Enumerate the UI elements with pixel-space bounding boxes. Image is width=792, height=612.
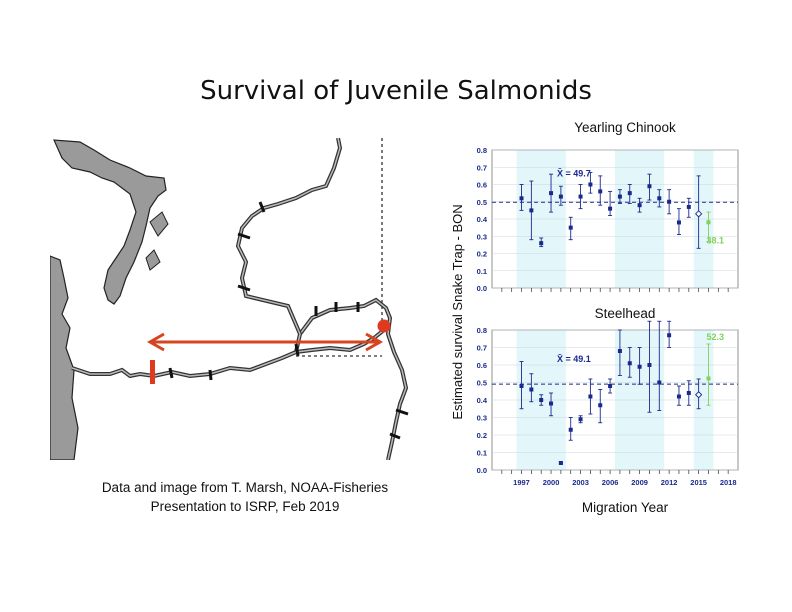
- y-tick-label: 0.7: [477, 344, 487, 353]
- data-point: [676, 394, 681, 399]
- x-tick-label: 2006: [602, 478, 619, 487]
- data-point: [529, 208, 534, 213]
- data-point: [676, 220, 681, 225]
- data-point: [686, 391, 691, 395]
- data-point: [627, 361, 632, 366]
- data-point: [578, 194, 583, 199]
- y-tick-label: 0.8: [477, 326, 487, 335]
- data-point: [549, 401, 554, 406]
- y-tick-label: 0.4: [477, 215, 488, 224]
- x-axis-label: Migration Year: [582, 500, 669, 515]
- y-tick-label: 0.6: [477, 361, 487, 370]
- data-point: [667, 199, 672, 204]
- y-tick-label: 0.8: [477, 146, 487, 155]
- y-tick-label: 0.4: [477, 396, 488, 405]
- highlight-value-label: 52.3: [706, 332, 724, 342]
- y-tick-label: 0.3: [477, 232, 487, 241]
- data-point: [667, 333, 672, 338]
- coastline-shape: [50, 255, 79, 460]
- data-point: [519, 384, 524, 388]
- survival-charts: Estimated survival Snake Trap - BON Migr…: [450, 120, 739, 515]
- data-point: [627, 191, 632, 196]
- x-tick-label: 2015: [690, 478, 707, 487]
- data-point: [539, 398, 544, 402]
- x-tick-label: 2009: [631, 478, 648, 487]
- y-tick-label: 0.7: [477, 163, 487, 172]
- data-point: [637, 364, 642, 369]
- y-tick-label: 0.1: [477, 449, 487, 458]
- y-tick-label: 0.2: [477, 250, 487, 259]
- data-point: [558, 461, 563, 465]
- chart-title: Steelhead: [595, 306, 656, 321]
- data-point: [706, 376, 711, 381]
- chart-panel-steelhead: Steelhead 0.0 0.1 0.2 0.3 0.4 0.5 0.6 0.7 0.8 19…: [477, 306, 739, 487]
- data-point: [598, 189, 603, 194]
- data-point: [617, 349, 622, 353]
- y-tick-label: 0.2: [477, 431, 487, 440]
- data-point: [519, 196, 524, 201]
- y-tick-label: 0.0: [477, 284, 487, 293]
- puget-sound-shape: [53, 139, 167, 305]
- data-point: [529, 387, 534, 392]
- bonneville-marker: [150, 360, 155, 384]
- x-tick-label: 2012: [661, 478, 678, 487]
- data-point: [617, 194, 622, 199]
- data-point: [558, 194, 563, 199]
- credit-line-1: Data and image from T. Marsh, NOAA-Fishe…: [101, 480, 389, 495]
- y-tick-label: 0.1: [477, 267, 487, 276]
- data-point: [549, 191, 554, 196]
- data-point: [598, 403, 603, 408]
- data-point: [568, 427, 573, 432]
- data-point: [608, 384, 613, 388]
- chart-panel-yearling-chinook: Yearling Chinook 0.0 0.1 0.2 0.3 0.4 0.5 0.6 0.…: [477, 120, 739, 293]
- data-point: [588, 394, 593, 399]
- data-point: [588, 182, 593, 187]
- x-tick-label: 2018: [720, 478, 737, 487]
- data-point: [608, 206, 613, 211]
- mean-label: X̄ = 49.7: [557, 168, 591, 178]
- data-point: [686, 204, 691, 209]
- data-point: [578, 417, 583, 422]
- x-tick-label: 2000: [543, 478, 560, 487]
- slide-title: Survival of Juvenile Salmonids: [200, 76, 592, 106]
- highlight-value-label: 38.1: [706, 235, 724, 245]
- survival-reach-arrow: [146, 332, 384, 352]
- data-point: [637, 203, 642, 208]
- credit-line-2: Presentation to ISRP, Feb 2019: [150, 499, 340, 514]
- y-tick-label: 0.0: [477, 466, 487, 475]
- data-point: [657, 380, 662, 385]
- x-tick-label: 1997: [513, 478, 530, 487]
- y-tick-label: 0.6: [477, 181, 487, 190]
- data-point: [657, 196, 662, 201]
- data-point: [568, 225, 573, 230]
- mean-label: X̄ = 49.1: [557, 354, 591, 364]
- y-axis-label: Estimated survival Snake Trap - BON: [450, 204, 465, 419]
- river-map: [50, 138, 422, 460]
- chart-title: Yearling Chinook: [574, 120, 676, 135]
- data-point: [647, 363, 652, 367]
- data-point: [539, 241, 544, 246]
- source-credit: Data and image from T. Marsh, NOAA-Fishe…: [60, 478, 430, 516]
- data-point: [647, 184, 652, 189]
- data-point: [706, 220, 711, 225]
- data-point: [695, 210, 703, 218]
- y-tick-label: 0.5: [477, 198, 487, 207]
- y-tick-label: 0.3: [477, 414, 487, 423]
- x-tick-label: 2003: [572, 478, 589, 487]
- data-point: [695, 391, 703, 399]
- dam-markers: [168, 201, 409, 440]
- y-tick-label: 0.5: [477, 379, 487, 388]
- snake-trap-marker: [377, 319, 391, 333]
